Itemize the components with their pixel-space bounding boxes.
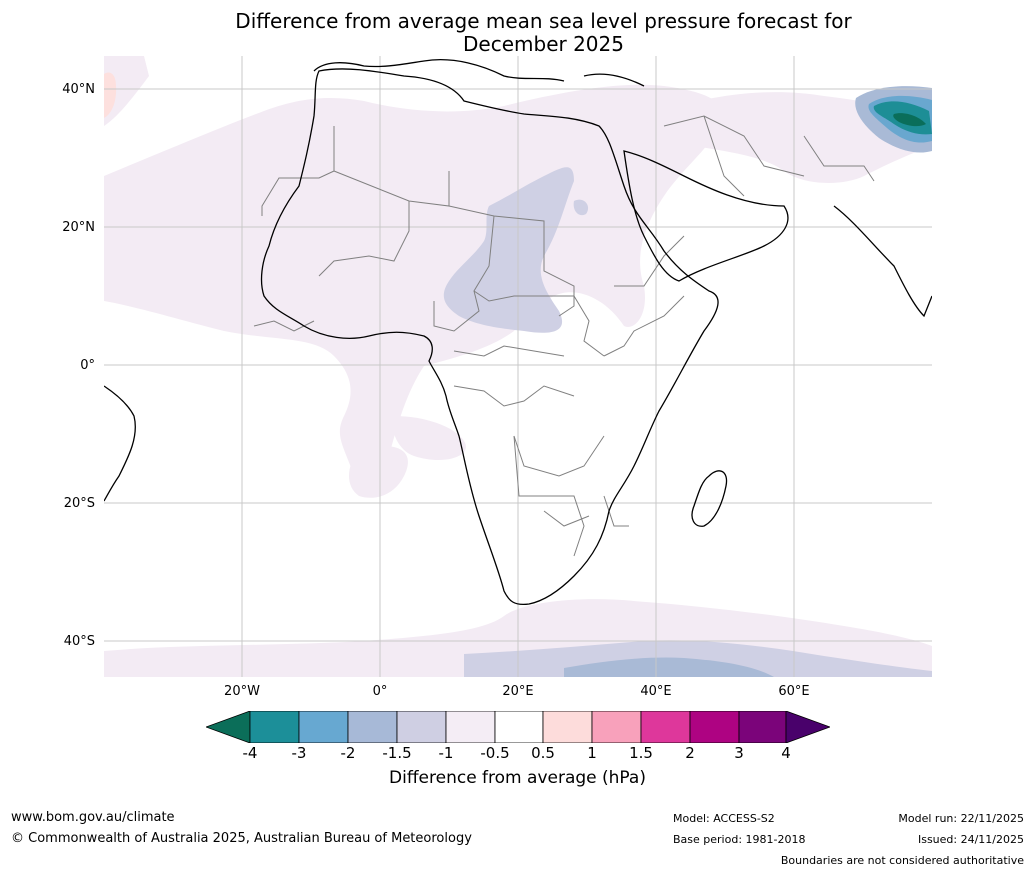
colorbar-tick: 4	[781, 744, 791, 762]
madagascar-coast	[691, 470, 728, 527]
footer-disclaimer: Boundaries are not considered authoritat…	[780, 854, 1024, 867]
map-title-line1: Difference from average mean sea level p…	[235, 9, 852, 33]
colorbar-bin	[249, 711, 300, 743]
europe-coast	[313, 59, 645, 87]
colorbar-bin	[640, 711, 691, 743]
colorbar-tick: -0.5	[480, 744, 510, 762]
colorbar-bin	[738, 711, 787, 743]
colorbar-bin	[396, 711, 447, 743]
lon-label-60e: 60°E	[778, 684, 810, 699]
lat-label-20s: 20°S	[63, 496, 95, 511]
africa-coast	[260, 68, 719, 606]
footer-model-run: Model run: 22/11/2025	[898, 812, 1024, 825]
shading-neg-4	[893, 113, 926, 127]
colorbar-tick: -1	[438, 744, 454, 762]
lat-label-40s: 40°S	[63, 634, 95, 649]
colorbar-tick: 0.5	[531, 744, 555, 762]
lon-label-20e: 20°E	[502, 684, 534, 699]
colorbar-extend-high	[785, 711, 830, 743]
colorbar-tick: -2	[340, 744, 356, 762]
map-title-line2: December 2025	[463, 32, 624, 56]
colorbar-tick: 2	[685, 744, 695, 762]
lat-label-20n: 20°N	[62, 220, 95, 235]
colorbar-tick: 3	[734, 744, 744, 762]
forecast-map	[104, 56, 932, 677]
map-title: Difference from average mean sea level p…	[0, 10, 1035, 56]
footer-issued: Issued: 24/11/2025	[917, 833, 1024, 846]
lat-label-40n: 40°N	[62, 82, 95, 97]
colorbar-label: Difference from average (hPa)	[389, 768, 646, 788]
lat-label-0: 0°	[80, 358, 95, 373]
lon-label-20w: 20°W	[224, 684, 260, 699]
shading-neg-1	[443, 167, 932, 677]
colorbar-bin	[445, 711, 496, 743]
colorbar-bin	[689, 711, 740, 743]
footer-base-period: Base period: 1981-2018	[673, 833, 806, 846]
footer-url[interactable]: www.bom.gov.au/climate	[11, 810, 175, 825]
lon-label-0: 0°	[372, 684, 388, 699]
coastlines	[104, 59, 932, 606]
india-coast	[833, 205, 932, 318]
colorbar-tick: -4	[242, 744, 258, 762]
colorbar-bin	[298, 711, 349, 743]
lon-label-40e: 40°E	[640, 684, 672, 699]
colorbar-tick: 1.5	[629, 744, 653, 762]
colorbar-bin	[347, 711, 398, 743]
arabia-coast	[623, 150, 789, 282]
footer-copyright: © Commonwealth of Australia 2025, Austra…	[11, 831, 472, 846]
south-america-coast	[104, 385, 136, 502]
graticule	[104, 56, 932, 677]
colorbar-bin	[591, 711, 642, 743]
shading-pos-0-5	[104, 72, 117, 118]
colorbar-extend-low	[206, 711, 251, 743]
colorbar-tick: -3	[291, 744, 307, 762]
colorbar-bin	[542, 711, 593, 743]
colorbar-tick: -1.5	[382, 744, 412, 762]
colorbar	[206, 711, 830, 743]
map-panel	[104, 56, 932, 677]
colorbar-bin	[494, 711, 544, 743]
colorbar-tick: 1	[587, 744, 597, 762]
footer-model: Model: ACCESS-S2	[673, 812, 775, 825]
country-borders	[253, 115, 875, 557]
